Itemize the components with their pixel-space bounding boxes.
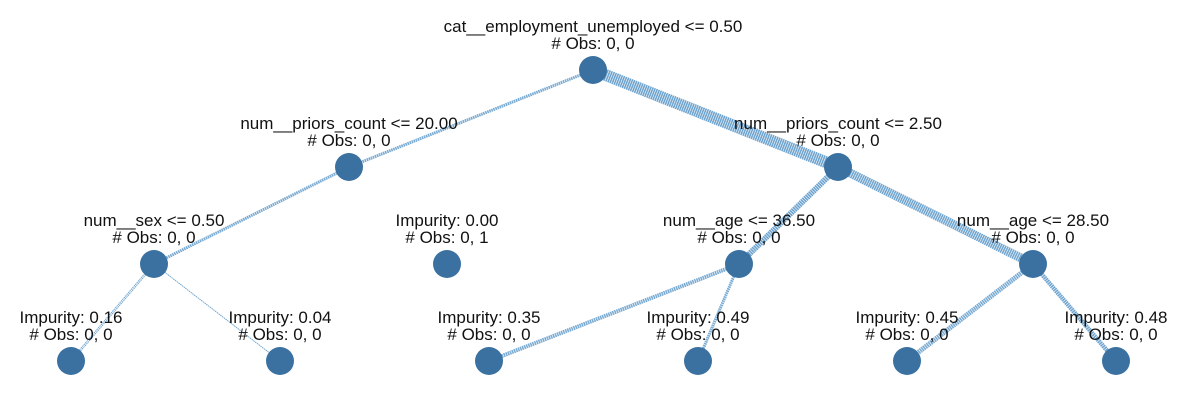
node-obs-text: # Obs: 0, 0 [551, 34, 634, 53]
node-split-text: num__priors_count <= 20.00 [240, 114, 457, 133]
tree-edges [70, 64, 1118, 363]
tree-node-n1 [335, 153, 363, 181]
node-split-text: Impurity: 0.00 [396, 211, 499, 230]
tree-node-label-n4: Impurity: 0.00 # Obs: 0, 1 [396, 211, 499, 247]
node-split-text: cat__employment_unemployed <= 0.50 [444, 17, 743, 36]
tree-node-n6 [1019, 250, 1047, 278]
tree-node-label-n11: Impurity: 0.45 # Obs: 0, 0 [856, 308, 959, 344]
tree-node-n12 [1102, 347, 1130, 375]
tree-node-label-root: cat__employment_unemployed <= 0.50 # Obs:… [444, 17, 743, 53]
tree-node-label-n12: Impurity: 0.48 # Obs: 0, 0 [1065, 308, 1168, 344]
tree-node-root [579, 56, 607, 84]
tree-node-n8 [266, 347, 294, 375]
node-obs-text: # Obs: 0, 0 [447, 325, 530, 344]
tree-node-n2 [824, 153, 852, 181]
node-split-text: num__sex <= 0.50 [84, 211, 225, 230]
node-split-text: Impurity: 0.04 [229, 308, 332, 327]
node-obs-text: # Obs: 0, 0 [1074, 325, 1157, 344]
tree-edge-n6-n11 [905, 262, 1035, 363]
tree-node-n3 [140, 250, 168, 278]
node-obs-text: # Obs: 0, 0 [29, 325, 112, 344]
node-split-text: Impurity: 0.45 [856, 308, 959, 327]
node-split-text: num__age <= 28.50 [957, 211, 1109, 230]
node-split-text: num__priors_count <= 2.50 [734, 114, 942, 133]
tree-edge-n2-n6 [836, 163, 1035, 268]
tree-edge-n2-n5 [736, 164, 841, 267]
node-split-text: Impurity: 0.48 [1065, 308, 1168, 327]
node-obs-text: # Obs: 0, 0 [697, 228, 780, 247]
tree-edge-n3-n8 [153, 263, 281, 362]
tree-labels: cat__employment_unemployed <= 0.50 # Obs:… [20, 17, 1168, 344]
tree-node-n4 [433, 250, 461, 278]
node-split-text: num__age <= 36.50 [663, 211, 815, 230]
tree-node-label-n5: num__age <= 36.50 # Obs: 0, 0 [663, 211, 815, 247]
tree-node-label-n1: num__priors_count <= 20.00 # Obs: 0, 0 [240, 114, 457, 150]
node-obs-text: # Obs: 0, 0 [865, 325, 948, 344]
node-obs-text: # Obs: 0, 0 [796, 131, 879, 150]
tree-nodes [57, 56, 1130, 375]
node-split-text: Impurity: 0.49 [647, 308, 750, 327]
tree-node-label-n3: num__sex <= 0.50 # Obs: 0, 0 [84, 211, 225, 247]
tree-node-label-n6: num__age <= 28.50 # Obs: 0, 0 [957, 211, 1109, 247]
tree-edge-n1-n3 [153, 165, 350, 266]
tree-node-label-n9: Impurity: 0.35 # Obs: 0, 0 [438, 308, 541, 344]
tree-node-n9 [475, 347, 503, 375]
node-obs-text: # Obs: 0, 0 [112, 228, 195, 247]
node-obs-text: # Obs: 0, 0 [656, 325, 739, 344]
tree-node-label-n8: Impurity: 0.04 # Obs: 0, 0 [229, 308, 332, 344]
tree-node-n7 [57, 347, 85, 375]
node-obs-text: # Obs: 0, 0 [991, 228, 1074, 247]
tree-node-label-n10: Impurity: 0.49 # Obs: 0, 0 [647, 308, 750, 344]
node-obs-text: # Obs: 0, 1 [405, 228, 488, 247]
tree-node-label-n7: Impurity: 0.16 # Obs: 0, 0 [20, 308, 123, 344]
tree-node-n10 [684, 347, 712, 375]
node-split-text: Impurity: 0.35 [438, 308, 541, 327]
tree-node-label-n2: num__priors_count <= 2.50 # Obs: 0, 0 [734, 114, 942, 150]
tree-edge-n3-n7 [70, 263, 155, 362]
node-split-text: Impurity: 0.16 [20, 308, 123, 327]
node-obs-text: # Obs: 0, 0 [307, 131, 390, 150]
tree-edge-n5-n9 [488, 262, 740, 363]
tree-node-n5 [725, 250, 753, 278]
tree-edge-n6-n12 [1031, 262, 1118, 363]
node-obs-text: # Obs: 0, 0 [238, 325, 321, 344]
tree-node-n11 [893, 347, 921, 375]
tree-edge-root-n1 [348, 68, 594, 169]
